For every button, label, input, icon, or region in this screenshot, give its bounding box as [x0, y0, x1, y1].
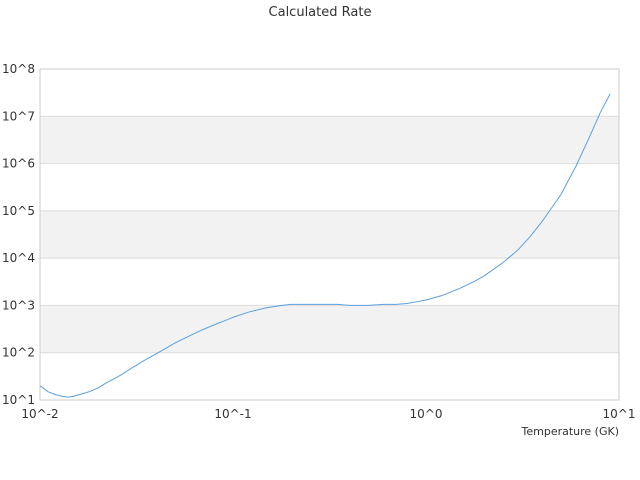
series-layer	[39, 93, 611, 398]
x-tick-label: 10^-1	[214, 407, 251, 421]
x-tick-label: 10^-2	[21, 407, 58, 421]
y-tick-label: 10^7	[2, 109, 35, 123]
y-tick-label: 10^6	[2, 157, 35, 171]
series-line	[39, 93, 611, 398]
y-tick-label: 10^4	[2, 251, 35, 265]
y-axis-ticks: 10^1 10^2 10^3 10^4 10^5 10^6 10^7 10^8	[2, 62, 35, 407]
plot-frame	[39, 68, 620, 401]
x-axis-ticks: 10^-2 10^-1 10^0 10^1	[21, 407, 635, 421]
grid-band	[40, 210, 619, 259]
y-tick-label: 10^2	[2, 346, 35, 360]
grid-band	[40, 116, 619, 164]
grid-lines	[40, 115, 619, 354]
y-tick-label: 10^5	[2, 204, 35, 218]
y-tick-label: 10^8	[2, 62, 35, 76]
chart-title: Calculated Rate	[269, 5, 372, 20]
x-tick-label: 10^0	[410, 407, 443, 421]
grid-band	[40, 305, 619, 353]
y-tick-label: 10^3	[2, 298, 35, 312]
y-tick-label: 10^1	[2, 393, 35, 407]
x-tick-label: 10^1	[603, 407, 636, 421]
x-axis-title: Temperature (GK)	[521, 425, 620, 438]
grid-bands	[40, 116, 619, 353]
